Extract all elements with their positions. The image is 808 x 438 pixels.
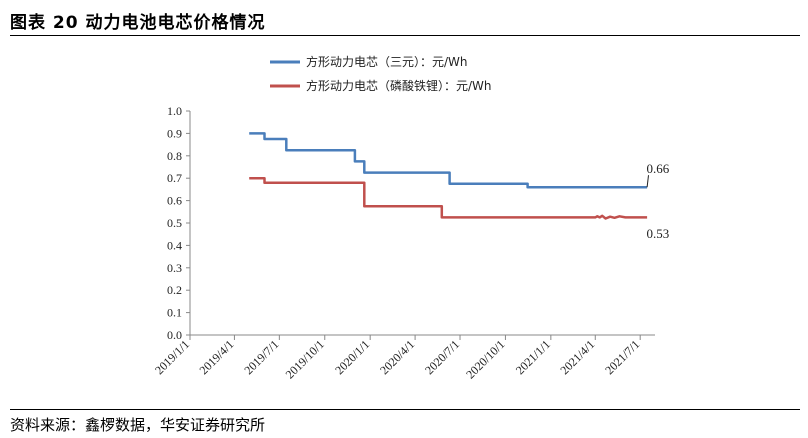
- x-tick-label: 2020/1/1: [332, 337, 372, 377]
- x-tick-label: 2019/4/1: [196, 337, 236, 377]
- x-tick-label: 2019/1/1: [152, 337, 192, 377]
- y-tick-label: 0.9: [167, 126, 182, 140]
- annotation-leader: [646, 175, 650, 188]
- y-tick-label: 0.4: [167, 238, 182, 252]
- x-tick-label: 2021/1/1: [513, 337, 553, 377]
- legend-label: 方形动力电芯（磷酸铁锂）：元/Wh: [306, 78, 492, 93]
- legend-label: 方形动力电芯（三元）：元/Wh: [306, 54, 468, 69]
- y-tick-label: 0.5: [167, 216, 182, 230]
- y-axis: 0.0 0.1 0.2 0.3 0.4 0.5 0.6 0.7 0.8 0.9 1.0: [167, 104, 191, 342]
- y-tick-label: 0.7: [167, 171, 182, 185]
- figure-title: 图表 20 动力电池电芯价格情况: [10, 13, 266, 33]
- y-tick-label: 0.0: [167, 328, 182, 342]
- y-tick-label: 1.0: [167, 104, 182, 118]
- source-note: 资料来源：鑫椤数据，华安证券研究所: [10, 416, 266, 434]
- source-rule: [10, 409, 800, 410]
- x-tick-label: 2020/7/1: [422, 337, 462, 377]
- x-tick-label: 2020/4/1: [377, 337, 417, 377]
- series-line-ncm: [249, 132, 648, 189]
- chart-legend: 方形动力电芯（三元）：元/Wh 方形动力电芯（磷酸铁锂）：元/Wh: [270, 54, 492, 93]
- y-tick-label: 0.3: [167, 261, 182, 275]
- y-tick-label: 0.1: [167, 306, 182, 320]
- x-tick-label: 2019/10/1: [283, 337, 327, 381]
- x-tick-label: 2019/7/1: [241, 337, 281, 377]
- y-tick-label: 0.6: [167, 194, 182, 208]
- x-tick-label: 2021/4/1: [557, 337, 597, 377]
- x-tick-label: 2021/7/1: [602, 337, 642, 377]
- end-value-label: 0.66: [647, 161, 670, 176]
- x-axis: 2019/1/1 2019/4/1 2019/7/1 2019/10/1 2020/1/…: [152, 334, 655, 382]
- series-layer: [249, 132, 648, 220]
- annotation-layer: 0.66 0.53: [647, 161, 670, 241]
- title-rule: [10, 35, 800, 36]
- end-value-label: 0.53: [647, 226, 670, 241]
- y-tick-label: 0.2: [167, 283, 182, 297]
- y-tick-label: 0.8: [167, 149, 182, 163]
- x-tick-label: 2020/10/1: [463, 337, 507, 381]
- series-line-lfp: [249, 176, 648, 220]
